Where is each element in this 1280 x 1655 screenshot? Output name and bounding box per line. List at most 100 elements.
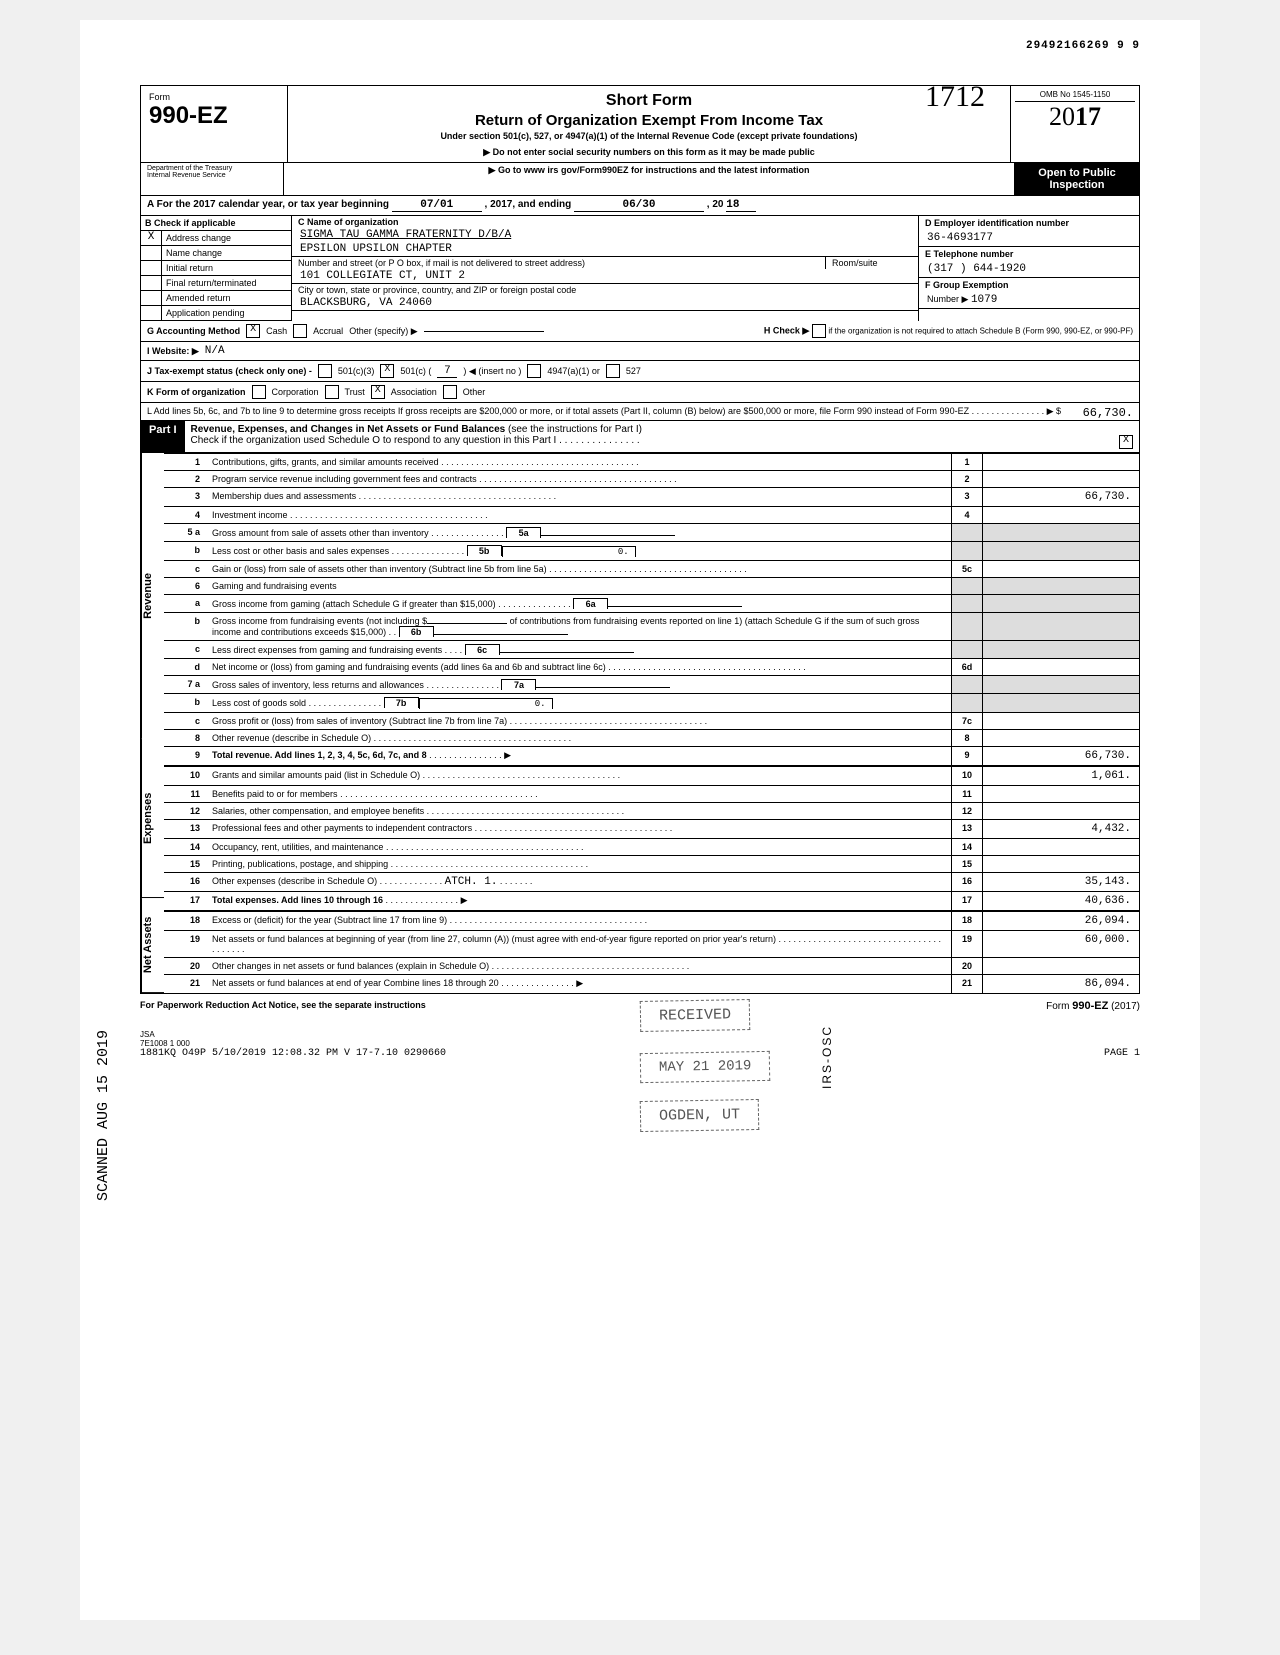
header-row: Form 990-EZ 1712 Short Form Return of Or… xyxy=(140,85,1140,163)
part1-title: Part I xyxy=(141,421,185,452)
line-18-val: 26,094. xyxy=(982,912,1139,930)
website: N/A xyxy=(205,345,225,357)
corp-checkbox[interactable] xyxy=(252,385,266,399)
app-pending-checkbox[interactable] xyxy=(141,306,162,320)
arrow-line-ssn: ▶ Do not enter social security numbers o… xyxy=(296,147,1002,158)
address: 101 COLLEGIATE CT, UNIT 2 xyxy=(292,269,918,284)
line-3-val: 66,730. xyxy=(982,488,1139,506)
revenue-side-label: Revenue xyxy=(141,453,164,739)
line-l-value: 66,730. xyxy=(1083,406,1133,420)
501c-number: 7 xyxy=(437,365,457,378)
expenses-side-label: Expenses xyxy=(141,739,164,898)
title-cell: 1712 Short Form Return of Organization E… xyxy=(288,86,1011,162)
dept-cell: Department of the Treasury Internal Reve… xyxy=(141,163,284,195)
501c3-checkbox[interactable] xyxy=(318,364,332,378)
jsa-code: 7E1008 1 000 xyxy=(140,1039,1140,1048)
form-number: 990-EZ xyxy=(149,102,279,130)
may-stamp: MAY 21 2019 xyxy=(640,1051,771,1083)
line-19-val: 60,000. xyxy=(982,931,1139,957)
line-6d-val xyxy=(982,659,1139,675)
line-11-val xyxy=(982,786,1139,802)
line-i-row: I Website: ▶ N/A xyxy=(140,342,1140,361)
line-21-val: 86,094. xyxy=(982,975,1139,993)
line-7b-val: 0. xyxy=(419,698,553,709)
line-15-val xyxy=(982,856,1139,872)
name-change-checkbox[interactable] xyxy=(141,246,162,260)
line-8-val xyxy=(982,730,1139,746)
org-name-2: EPSILON UPSILON CHAPTER xyxy=(292,242,918,257)
tax-end-yr: 18 xyxy=(726,199,756,212)
h-checkbox[interactable] xyxy=(812,324,826,338)
line-6c-val xyxy=(500,652,634,653)
line-9-val: 66,730. xyxy=(982,747,1139,765)
phone: (317 ) 644-1920 xyxy=(919,261,1139,278)
city: BLACKSBURG, VA 24060 xyxy=(292,296,918,311)
street-label: Number and street (or P O box, if mail i… xyxy=(292,257,825,269)
org-name: SIGMA TAU GAMMA FRATERNITY D/B/A xyxy=(292,228,918,242)
footer-line: 1881KQ O49P 5/10/2019 12:08.32 PM V 17-7… xyxy=(140,1048,446,1059)
line-13-val: 4,432. xyxy=(982,820,1139,838)
group-number: 1079 xyxy=(971,294,997,306)
b-opt-address: Address change xyxy=(162,231,235,245)
subtitle: Under section 501(c), 527, or 4947(a)(1)… xyxy=(296,131,1002,141)
e-label: E Telephone number xyxy=(919,247,1139,261)
trust-checkbox[interactable] xyxy=(325,385,339,399)
line-l-row: L Add lines 5b, 6c, and 7b to line 9 to … xyxy=(140,403,1140,421)
501c-checkbox[interactable]: X xyxy=(380,364,394,378)
initial-return-checkbox[interactable] xyxy=(141,261,162,275)
assoc-checkbox[interactable]: X xyxy=(371,385,385,399)
room-label: Room/suite xyxy=(825,257,918,269)
line-g-row: G Accounting Method X Cash Accrual Other… xyxy=(140,321,1140,342)
dept-row: Department of the Treasury Internal Reve… xyxy=(140,163,1140,196)
line-6b-val xyxy=(434,634,568,635)
city-label: City or town, state or province, country… xyxy=(292,284,918,296)
part1-header-row: Part I Revenue, Expenses, and Changes in… xyxy=(140,421,1140,453)
line-12-val xyxy=(982,803,1139,819)
irs-osc-stamp: IRS-OSC xyxy=(820,1025,834,1089)
f-label: F Group Exemption xyxy=(919,278,1139,292)
final-return-checkbox[interactable] xyxy=(141,276,162,290)
d-label: D Employer identification number xyxy=(919,216,1139,230)
line-5b-val: 0. xyxy=(502,546,636,557)
line-2-val xyxy=(982,471,1139,487)
form-number-cell: Form 990-EZ xyxy=(141,86,288,162)
scanned-side-stamp: SCANNED AUG 15 2019 xyxy=(95,1030,112,1201)
ogden-stamp: OGDEN, UT xyxy=(640,1099,760,1132)
line-5c-val xyxy=(982,561,1139,577)
document-id: 29492166269 9 9 xyxy=(1026,40,1140,52)
year-cell: OMB No 1545-1150 20201717 xyxy=(1011,86,1139,162)
form-page: 29492166269 9 9 Form 990-EZ 1712 Short F… xyxy=(80,20,1200,1620)
received-stamp: RECEIVED xyxy=(640,999,751,1032)
arrow-line-web: ▶ Go to www irs gov/Form990EZ for instru… xyxy=(284,163,1015,195)
tax-end-mo: 06/30 xyxy=(574,199,704,212)
line-14-val xyxy=(982,839,1139,855)
527-checkbox[interactable] xyxy=(606,364,620,378)
page-number: PAGE 1 xyxy=(1104,1048,1140,1059)
tax-begin: 07/01 xyxy=(392,199,482,212)
line-a-row: A For the 2017 calendar year, or tax yea… xyxy=(140,196,1140,216)
omb-number: OMB No 1545-1150 xyxy=(1015,90,1135,102)
line-16-val: 35,143. xyxy=(982,873,1139,891)
line-k-row: K Form of organization Corporation Trust… xyxy=(140,382,1140,403)
other-checkbox[interactable] xyxy=(443,385,457,399)
line-7c-val xyxy=(982,713,1139,729)
line-5a-val xyxy=(541,535,675,536)
handwritten-year: 1712 xyxy=(925,80,985,114)
address-change-checkbox[interactable]: X xyxy=(141,231,162,245)
netassets-side-label: Net Assets xyxy=(141,898,164,993)
b-label: B Check if applicable xyxy=(141,216,291,231)
ein: 36-4693177 xyxy=(919,230,1139,247)
open-public: Open to Public Inspection xyxy=(1015,163,1139,195)
line-10-val: 1,061. xyxy=(982,767,1139,785)
line-1-val xyxy=(982,454,1139,470)
c-label: C Name of organization xyxy=(292,216,918,228)
cash-checkbox[interactable]: X xyxy=(246,324,260,338)
part1-sched-o-checkbox[interactable]: X xyxy=(1119,435,1133,449)
accrual-checkbox[interactable] xyxy=(293,324,307,338)
short-form-title: Short Form xyxy=(296,92,1002,110)
line-20-val xyxy=(982,958,1139,974)
amended-return-checkbox[interactable] xyxy=(141,291,162,305)
4947-checkbox[interactable] xyxy=(527,364,541,378)
tax-year: 20201717 xyxy=(1015,102,1135,132)
line-4-val xyxy=(982,507,1139,523)
